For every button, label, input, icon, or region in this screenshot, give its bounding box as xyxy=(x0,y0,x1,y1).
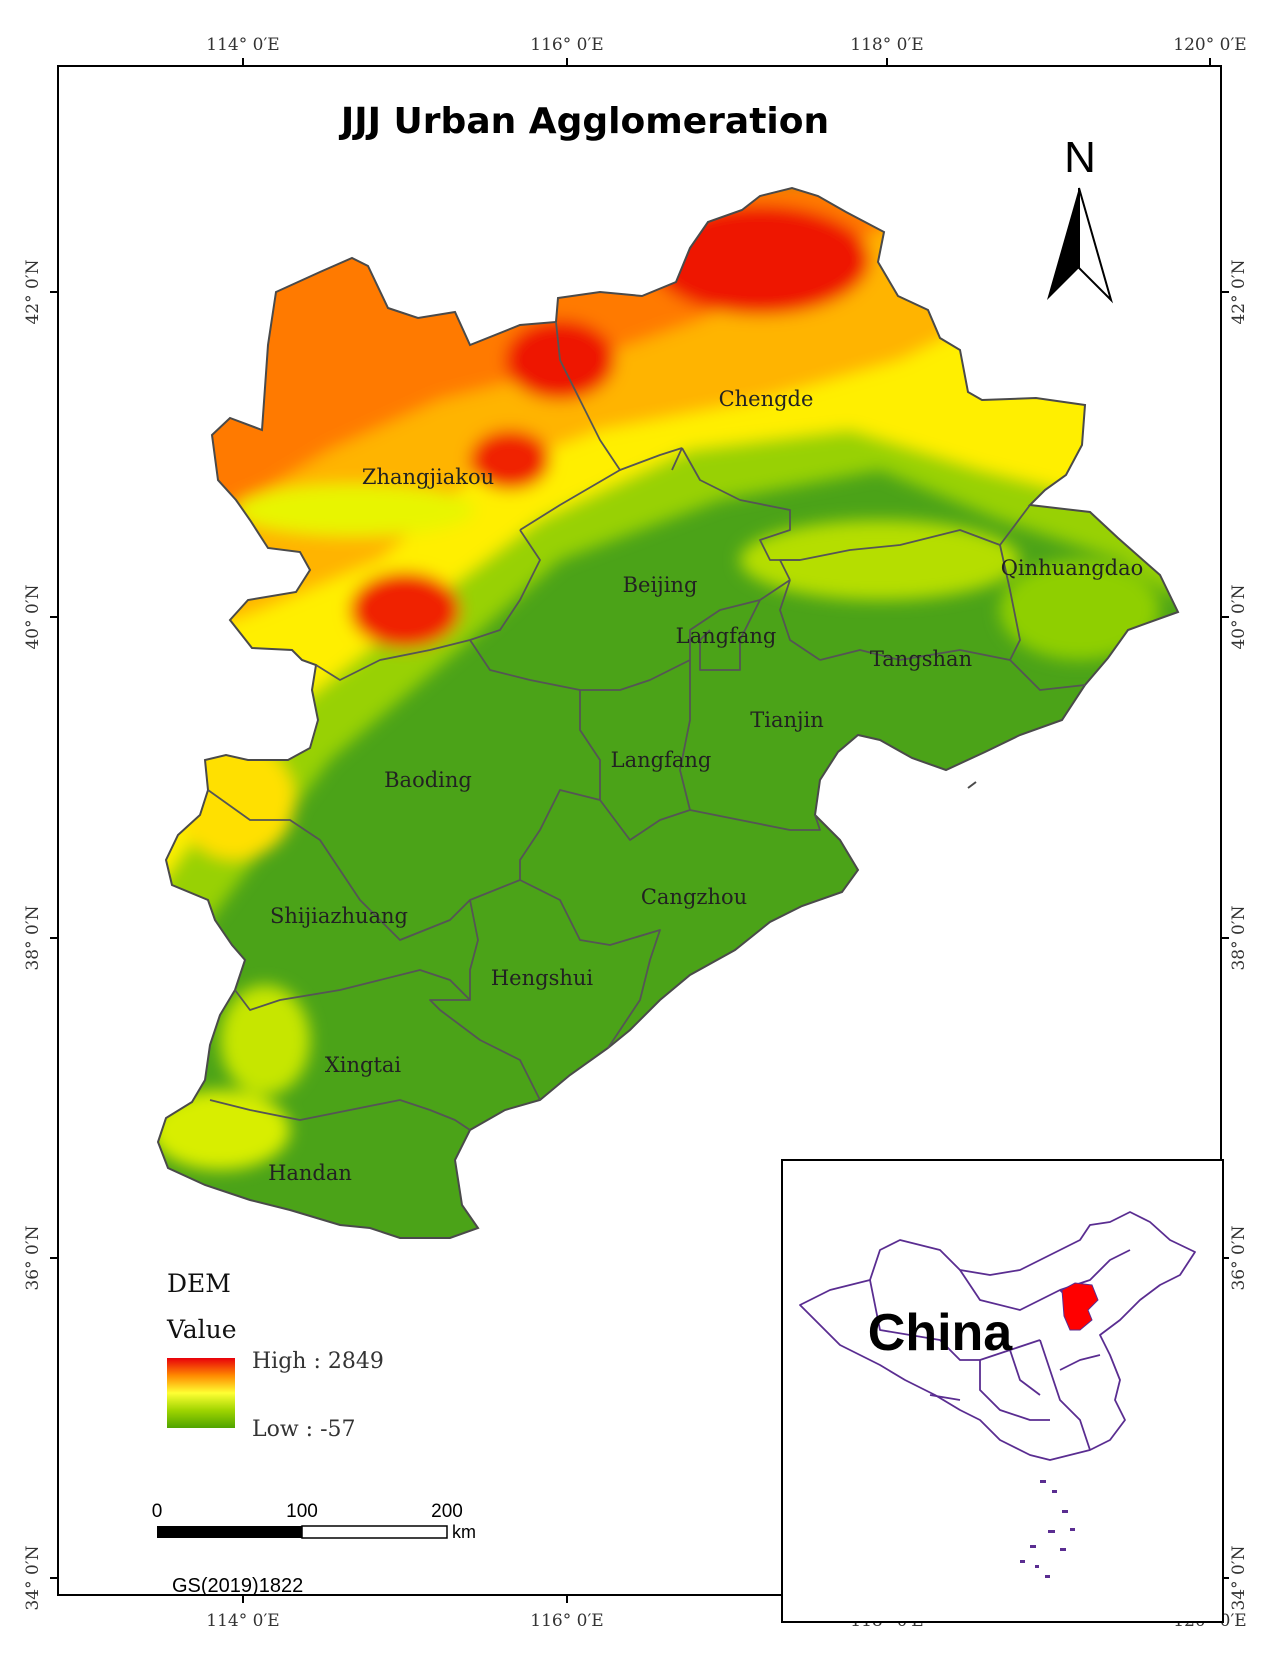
city-label-handan: Handan xyxy=(268,1161,352,1185)
city-label-tangshan: Tangshan xyxy=(870,647,972,671)
china-inset-label: China xyxy=(868,1304,1014,1362)
lat-tick-42-right: 42° 0′N xyxy=(1229,259,1249,324)
map-title: JJJ Urban Agglomeration xyxy=(338,101,829,142)
lat-tick-34-left: 34° 0′N xyxy=(23,1545,43,1610)
lat-tick-42-left: 42° 0′N xyxy=(23,259,43,324)
legend-heading: DEM xyxy=(167,1269,231,1298)
city-label-qinhuangdao: Qinhuangdao xyxy=(1001,556,1144,580)
scale-label-200: 200 xyxy=(431,1501,463,1522)
lat-tick-40-left: 40° 0′N xyxy=(23,584,43,649)
legend-color-ramp xyxy=(167,1358,235,1428)
legend-low-label: Low : -57 xyxy=(252,1417,356,1442)
lat-tick-34-right: 34° 0′N xyxy=(1229,1545,1249,1610)
lat-tick-38-left: 38° 0′N xyxy=(23,905,43,970)
city-labels: Zhangjiakou Chengde Beijing Qinhuangdao … xyxy=(268,387,1143,1185)
scale-label-100: 100 xyxy=(286,1501,318,1522)
lat-tick-40-right: 40° 0′N xyxy=(1229,584,1249,649)
scale-bar: 0 100 200 km xyxy=(152,1501,476,1542)
scale-unit: km xyxy=(452,1522,476,1542)
lon-tick-114-bottom: 114° 0′E xyxy=(206,1611,279,1631)
longitude-ticks-top: 114° 0′E 116° 0′E 118° 0′E 120° 0′E xyxy=(206,35,1246,55)
lon-tick-116-bottom: 116° 0′E xyxy=(530,1611,603,1631)
latitude-ticks-right: 42° 0′N 40° 0′N 38° 0′N 36° 0′N 34° 0′N xyxy=(1229,259,1249,1610)
scale-label-0: 0 xyxy=(152,1501,163,1522)
city-label-zhangjiakou: Zhangjiakou xyxy=(362,465,494,489)
legend-high-label: High : 2849 xyxy=(252,1349,384,1374)
lat-tick-36-left: 36° 0′N xyxy=(23,1225,43,1290)
city-label-langfang-north: Langfang xyxy=(676,624,777,648)
lon-tick-118-top: 118° 0′E xyxy=(850,35,923,55)
lon-tick-114-top: 114° 0′E xyxy=(206,35,279,55)
latitude-ticks-left: 42° 0′N 40° 0′N 38° 0′N 36° 0′N 34° 0′N xyxy=(23,259,43,1610)
lon-tick-120-top: 120° 0′E xyxy=(1173,35,1246,55)
lat-tick-36-right: 36° 0′N xyxy=(1229,1225,1249,1290)
city-label-beijing: Beijing xyxy=(623,573,698,597)
lon-tick-116-top: 116° 0′E xyxy=(530,35,603,55)
city-label-baoding: Baoding xyxy=(384,768,472,792)
city-label-cangzhou: Cangzhou xyxy=(641,885,747,909)
city-label-chengde: Chengde xyxy=(719,387,814,411)
dem-legend: DEM Value High : 2849 Low : -57 xyxy=(166,1269,384,1442)
north-label: N xyxy=(1064,133,1096,182)
city-label-shijiazhuang: Shijiazhuang xyxy=(270,904,408,928)
approval-code: GS(2019)1822 xyxy=(172,1575,303,1597)
china-inset-highlight xyxy=(1061,1282,1099,1331)
legend-subheading: Value xyxy=(166,1315,237,1344)
china-inset-map: China xyxy=(781,1159,1224,1623)
city-label-tianjin: Tianjin xyxy=(750,708,824,732)
north-arrow-icon: N xyxy=(1047,133,1114,304)
city-label-xingtai: Xingtai xyxy=(325,1053,402,1077)
lat-tick-38-right: 38° 0′N xyxy=(1229,905,1249,970)
city-label-hengshui: Hengshui xyxy=(491,966,594,990)
city-label-langfang-south: Langfang xyxy=(611,748,712,772)
